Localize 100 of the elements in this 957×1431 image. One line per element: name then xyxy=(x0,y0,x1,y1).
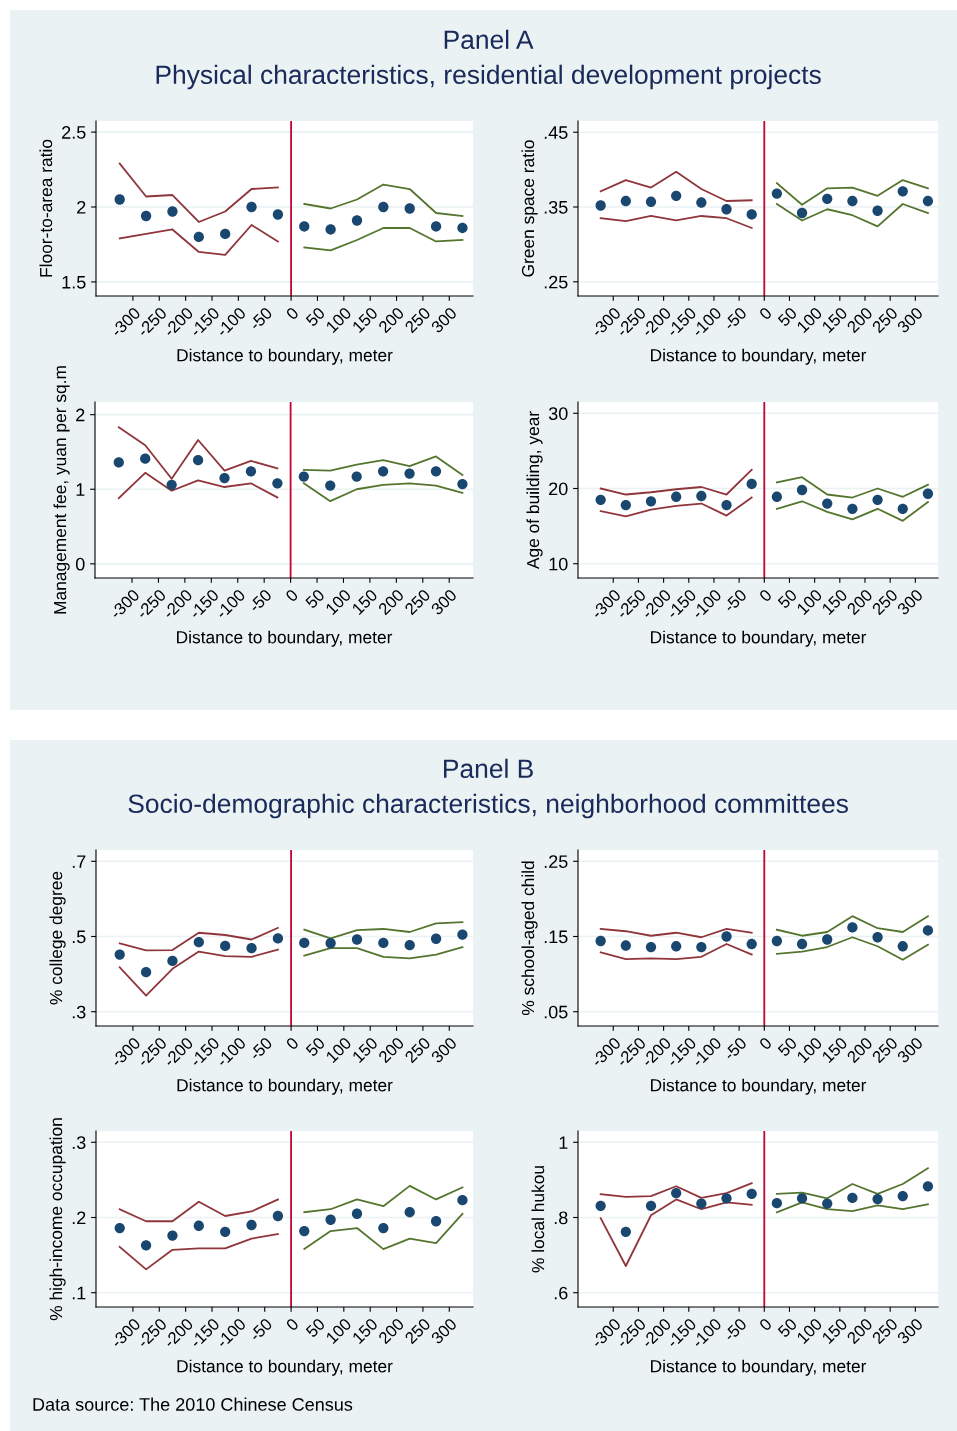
point xyxy=(771,188,783,199)
x-tick-label: -50 xyxy=(248,1036,273,1061)
point xyxy=(897,503,908,514)
point xyxy=(299,1225,310,1237)
point xyxy=(796,207,808,219)
x-axis-title: Distance to boundary, meter xyxy=(177,348,393,365)
point xyxy=(113,457,124,468)
line-series xyxy=(118,1233,279,1271)
point xyxy=(922,1181,934,1192)
y-tick-label: .25 xyxy=(544,855,568,868)
x-axis-title: Distance to boundary, meter xyxy=(651,630,867,647)
line-series xyxy=(303,227,464,252)
point xyxy=(140,453,151,464)
point xyxy=(847,922,858,933)
point xyxy=(746,938,757,950)
point xyxy=(671,491,682,502)
point xyxy=(219,472,230,484)
point xyxy=(167,955,178,967)
x-tick-label: 200 xyxy=(846,1036,874,1064)
point xyxy=(922,925,934,936)
y-tick-label: .3 xyxy=(72,1005,86,1019)
point xyxy=(696,197,707,208)
point xyxy=(325,938,336,949)
y-tick-label: 1 xyxy=(559,1136,568,1149)
point xyxy=(220,1226,231,1237)
point xyxy=(140,210,152,222)
x-tick-label: 300 xyxy=(430,588,458,616)
point xyxy=(696,1198,707,1209)
x-tick-label: 300 xyxy=(430,1317,458,1345)
point xyxy=(721,931,732,942)
y-tick-label: 2 xyxy=(76,408,85,422)
line-series xyxy=(118,162,279,223)
x-tick-label: 300 xyxy=(430,1036,458,1064)
y-tick-label: 0 xyxy=(75,557,85,571)
point xyxy=(822,1198,833,1209)
x-tick-label: 300 xyxy=(896,1036,924,1064)
x-tick-label: -300 xyxy=(109,588,141,620)
x-tick-label: 100 xyxy=(325,588,352,616)
x-tick-label: 300 xyxy=(896,588,924,616)
x-tick-label: 300 xyxy=(896,1317,924,1345)
y-tick-label: .8 xyxy=(554,1211,568,1225)
x-tick-label: 250 xyxy=(404,588,431,616)
point xyxy=(457,222,468,234)
x-tick-label: 0 xyxy=(758,306,773,321)
x-tick-label: 100 xyxy=(796,1036,823,1064)
x-tick-label: 50 xyxy=(777,1317,798,1339)
point xyxy=(595,1200,606,1211)
y-axis-title: % college degree xyxy=(49,871,66,1005)
x-tick-label: 250 xyxy=(871,1317,899,1345)
x-axis-title: Distance to boundary, meter xyxy=(177,1359,393,1376)
x-tick-label: 200 xyxy=(377,1317,405,1345)
point xyxy=(620,499,631,511)
y-tick-label: 30 xyxy=(548,407,568,420)
x-tick-label: 200 xyxy=(377,1036,405,1064)
x-tick-label: 0 xyxy=(285,1036,300,1051)
y-tick-label: 20 xyxy=(549,482,568,496)
point xyxy=(299,937,310,949)
x-tick-label: 50 xyxy=(305,1317,326,1339)
point xyxy=(245,466,257,477)
point xyxy=(404,203,415,214)
point xyxy=(457,929,468,940)
point xyxy=(193,1220,204,1231)
point xyxy=(167,1230,178,1241)
chart-subtitle: Physical characteristics, residential development projects xyxy=(156,64,821,90)
point xyxy=(114,949,125,960)
point xyxy=(847,195,858,207)
point xyxy=(595,494,606,505)
x-axis-title: Distance to boundary, meter xyxy=(177,630,393,647)
x-tick-label: 50 xyxy=(305,1036,326,1058)
point xyxy=(847,1192,858,1204)
x-tick-label: -50 xyxy=(722,588,748,613)
point xyxy=(771,491,783,502)
line-series xyxy=(117,471,279,500)
x-tick-label: -50 xyxy=(722,1036,748,1061)
y-tick-label: .25 xyxy=(544,275,568,289)
line-series xyxy=(118,926,279,952)
x-tick-label: 100 xyxy=(796,588,823,616)
y-tick-label: .5 xyxy=(72,930,86,944)
point xyxy=(671,190,682,201)
point xyxy=(746,1188,757,1199)
x-tick-label: 50 xyxy=(777,306,798,328)
point xyxy=(746,209,757,220)
point xyxy=(620,940,631,951)
point xyxy=(721,1193,732,1204)
y-tick-label: 2 xyxy=(77,200,86,214)
x-tick-label: -50 xyxy=(722,306,748,331)
point xyxy=(645,941,657,953)
line-series xyxy=(775,915,929,937)
point xyxy=(696,941,707,953)
point xyxy=(872,205,883,216)
x-tick-label: 150 xyxy=(351,1036,379,1064)
x-tick-label: -50 xyxy=(248,1317,273,1342)
point xyxy=(696,490,707,502)
x-tick-label: 150 xyxy=(351,588,379,616)
point xyxy=(325,224,336,235)
x-tick-label: 0 xyxy=(285,1317,300,1332)
line-series xyxy=(599,943,753,960)
x-tick-label: 250 xyxy=(871,306,899,334)
point xyxy=(671,941,682,952)
x-tick-label: 200 xyxy=(846,306,874,334)
